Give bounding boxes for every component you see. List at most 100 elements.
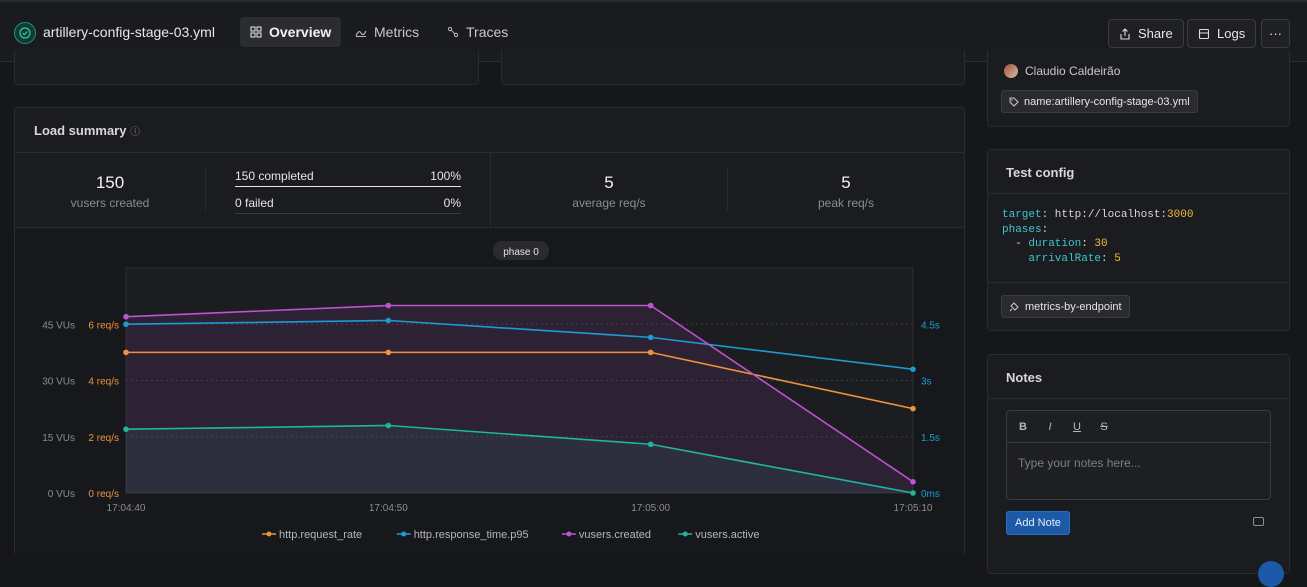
- legend-label: vusers.active: [695, 529, 759, 541]
- data-point: [123, 349, 129, 356]
- data-point: [385, 349, 392, 356]
- data-point: [910, 366, 916, 373]
- y-tick-label-vus: 0 VUs: [48, 489, 75, 500]
- divider: [727, 169, 728, 211]
- config-token: -: [1002, 238, 1029, 250]
- help-icon[interactable]: ⓘ: [130, 127, 141, 138]
- italic-icon[interactable]: I: [1048, 420, 1052, 433]
- logs-label: Logs: [1217, 26, 1246, 41]
- legend-marker: [682, 531, 688, 537]
- test-config-panel: Test config target: http://localhost:300…: [987, 149, 1290, 331]
- failed-bar: [235, 213, 461, 214]
- data-point: [385, 422, 392, 429]
- series-line: [125, 319, 914, 371]
- y-tick-label-time: 3s: [921, 377, 932, 388]
- load-summary-title: Load summary ⓘ: [34, 123, 140, 138]
- divider: [988, 398, 1289, 399]
- data-point: [647, 334, 654, 341]
- user-name: Claudio Caldeirão: [1025, 64, 1121, 78]
- completed-bar-fill: [235, 186, 461, 187]
- user-row: Claudio Caldeirão: [1004, 64, 1120, 78]
- data-point: [910, 405, 916, 412]
- series-line: [126, 351, 914, 410]
- config-token: :: [1081, 238, 1095, 250]
- config-token: phases: [1002, 223, 1042, 236]
- y-tick-label-req: 2 req/s: [88, 433, 119, 444]
- bold-icon[interactable]: B: [1019, 420, 1027, 433]
- plugin-label: metrics-by-endpoint: [1025, 300, 1122, 313]
- data-point: [385, 302, 392, 309]
- tab-metrics[interactable]: Metrics: [345, 17, 429, 47]
- config-token: 5: [1114, 252, 1121, 265]
- plugin-chip[interactable]: metrics-by-endpoint: [1001, 295, 1130, 318]
- x-tick-label: 17:05:10: [894, 503, 933, 514]
- load-chart: phase 0 0 VUs 0 req/s 0ms 15 VUs 2 req/s 1.5s 3…: [42, 241, 940, 541]
- config-token: duration: [1028, 238, 1082, 250]
- legend-label: http.response_time.p95: [414, 529, 529, 541]
- logs-icon: [1198, 28, 1210, 39]
- tab-overview[interactable]: Overview: [240, 17, 342, 47]
- metadata-card: Claudio Caldeirão name:artillery-config-…: [987, 50, 1290, 127]
- strikethrough-icon[interactable]: S: [1100, 420, 1108, 433]
- stats-row: 150 vusers created 150 completed 100% 0 …: [15, 153, 964, 227]
- completed-label: 150 completed: [235, 169, 314, 183]
- config-token: :: [1101, 252, 1115, 265]
- logs-button[interactable]: Logs: [1187, 19, 1257, 48]
- upper-card-right: [501, 50, 965, 85]
- config-token: target: [1002, 209, 1042, 221]
- tag-icon: [1009, 97, 1019, 107]
- grid-icon: [250, 26, 262, 38]
- tab-metrics-label: Metrics: [374, 24, 420, 40]
- completed-bar: [235, 186, 461, 187]
- series-line: [125, 304, 914, 483]
- divider: [988, 193, 1289, 194]
- data-point: [385, 317, 392, 324]
- more-menu-button[interactable]: ···: [1261, 19, 1290, 48]
- share-label: Share: [1138, 26, 1173, 41]
- config-token: : http://localhost:: [1041, 209, 1168, 221]
- notes-editor: B I U S Type your notes here...: [1006, 410, 1271, 500]
- y-tick-label-req: 0 req/s: [88, 489, 119, 500]
- y-tick-label-time: 0ms: [921, 489, 940, 500]
- load-summary-title-text: Load summary: [34, 123, 127, 138]
- add-note-button[interactable]: Add Note: [1006, 511, 1070, 535]
- name-tag[interactable]: name:artillery-config-stage-03.yml: [1001, 90, 1198, 113]
- share-icon: [1120, 27, 1130, 40]
- status-check-icon: [14, 22, 36, 44]
- data-point: [123, 313, 129, 320]
- test-config-title: Test config: [1006, 165, 1075, 180]
- divider: [490, 153, 491, 227]
- data-point: [910, 490, 916, 496]
- tab-traces[interactable]: Traces: [437, 17, 518, 47]
- data-point: [910, 478, 916, 485]
- page-title: artillery-config-stage-03.yml: [43, 24, 215, 40]
- plugin-icon: [1009, 302, 1019, 312]
- editor-toolbar: B I U S: [1007, 411, 1270, 443]
- share-button[interactable]: Share: [1108, 19, 1184, 48]
- avg-req-label: average req/s: [572, 196, 646, 210]
- series-area: [126, 425, 913, 493]
- config-line: target: http://localhost:3000: [1002, 208, 1193, 223]
- legend-label: vusers.created: [579, 529, 651, 541]
- y-tick-label-time: 1.5s: [921, 433, 940, 444]
- y-tick-label-vus: 45 VUs: [42, 320, 75, 331]
- series-line: [125, 424, 914, 494]
- completion-summary: 150 completed 100% 0 failed 0%: [235, 169, 461, 214]
- config-token: :: [1041, 223, 1049, 236]
- y-tick-label-vus: 30 VUs: [42, 377, 75, 388]
- upper-card-left: [14, 50, 479, 85]
- peak-req-value: 5: [841, 173, 851, 192]
- data-point: [647, 441, 654, 448]
- underline-icon[interactable]: U: [1073, 420, 1081, 433]
- load-summary-panel: Load summary ⓘ 150 vusers created 150 co…: [14, 107, 965, 556]
- markdown-icon[interactable]: [1253, 517, 1264, 526]
- config-line: phases:: [1002, 223, 1193, 238]
- divider: [205, 169, 206, 211]
- y-tick-label-vus: 15 VUs: [42, 433, 75, 444]
- notes-input[interactable]: Type your notes here...: [1018, 456, 1141, 470]
- peak-req-label: peak req/s: [817, 196, 875, 210]
- chart-icon: [355, 30, 367, 37]
- completed-pct: 100%: [430, 169, 461, 183]
- config-token: [1002, 253, 1028, 265]
- config-token: 3000: [1167, 209, 1194, 221]
